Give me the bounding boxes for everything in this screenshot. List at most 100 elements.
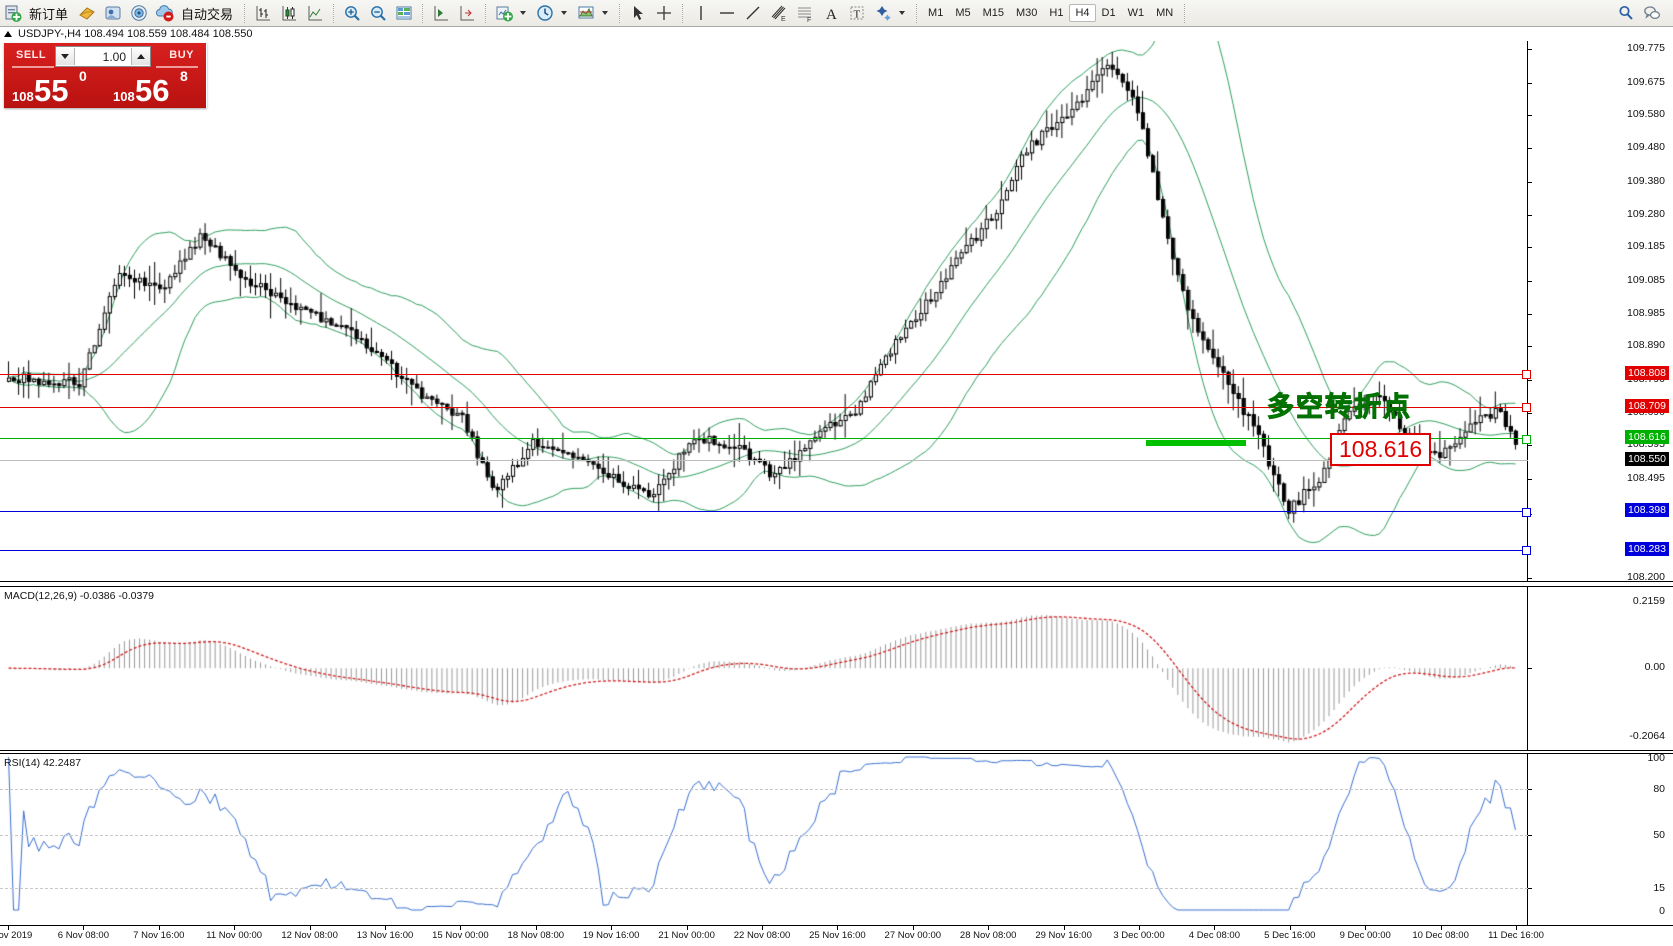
- objects-dropdown-caret[interactable]: [602, 11, 609, 15]
- chat-button[interactable]: [1639, 1, 1665, 25]
- text-label-icon: T: [847, 3, 867, 23]
- new-order-button[interactable]: 新订单: [0, 1, 74, 25]
- zoom-in-button[interactable]: [339, 1, 365, 25]
- vertical-line-button[interactable]: [688, 1, 714, 25]
- timeframe-h1[interactable]: H1: [1049, 7, 1064, 19]
- price-level-line-resistance-upper[interactable]: [0, 373, 1528, 375]
- price-level-line-support-lower[interactable]: [0, 549, 1528, 551]
- price-pane[interactable]: 109.775 109.675 109.580 109.480 109.380 109.2…: [0, 41, 1673, 583]
- time-axis[interactable]: 5 Nov 2019 6 Nov 08:00 7 Nov 16:00 11 Nov 0…: [0, 925, 1673, 946]
- autotrading-button[interactable]: 自动交易: [152, 1, 239, 25]
- search-button[interactable]: [1613, 1, 1639, 25]
- macd-tickmark: [1528, 667, 1532, 669]
- shapes-button[interactable]: [870, 1, 911, 25]
- expert-advisors-button[interactable]: [74, 1, 100, 25]
- zoom-out-button[interactable]: [365, 1, 391, 25]
- price-level-anchor[interactable]: [1522, 546, 1531, 556]
- toolbar-separator: [916, 3, 918, 23]
- timeframe-m5[interactable]: M5: [955, 7, 971, 19]
- volume-decrease-button[interactable]: [56, 48, 75, 65]
- rsi-axis[interactable]: 100 80 50 15 0: [1527, 752, 1673, 927]
- timeframe-m30[interactable]: M30: [1016, 7, 1038, 19]
- svg-text:F: F: [807, 17, 811, 23]
- toolbar-separator: [619, 3, 621, 23]
- time-tick-label: 18 Nov 08:00: [507, 930, 565, 941]
- macd-tick-label: -0.2064: [1629, 730, 1665, 742]
- indicators-dropdown-caret[interactable]: [520, 11, 527, 15]
- price-level-tag-support-upper[interactable]: 108.398: [1625, 503, 1669, 518]
- cursor-button[interactable]: [625, 1, 651, 25]
- candlestick-chart-button[interactable]: [276, 1, 302, 25]
- trendline-button[interactable]: [740, 1, 766, 25]
- time-tickmark: [1214, 926, 1216, 930]
- timeframe-m15[interactable]: M15: [982, 7, 1004, 19]
- buy-price-prefix: 108: [113, 89, 135, 104]
- price-level-tag-resistance-upper[interactable]: 108.808: [1625, 365, 1669, 380]
- fibonacci-icon: F: [795, 3, 815, 24]
- period-dropdown-caret[interactable]: [561, 11, 568, 15]
- period-button[interactable]: [532, 1, 573, 25]
- bar-chart-button[interactable]: [250, 1, 276, 25]
- timeframe-d1[interactable]: D1: [1101, 7, 1116, 19]
- navigator-button[interactable]: [126, 1, 152, 25]
- timeframe-m1[interactable]: M1: [928, 7, 944, 19]
- price-axis[interactable]: 109.775 109.675 109.580 109.480 109.380 109.2…: [1527, 41, 1673, 583]
- equidistant-channel-button[interactable]: E: [766, 1, 792, 25]
- price-tickmark: [1528, 215, 1532, 217]
- shapes-dropdown-caret[interactable]: [899, 11, 906, 15]
- price-tickmark: [1528, 181, 1532, 183]
- price-level-tag-pivot-green[interactable]: 108.616: [1625, 430, 1669, 445]
- chart-container[interactable]: 109.775 109.675 109.580 109.480 109.380 109.2…: [0, 41, 1673, 946]
- template-button[interactable]: [391, 1, 417, 25]
- chart-shift-button[interactable]: [428, 1, 454, 25]
- collapse-triangle-icon[interactable]: [4, 31, 12, 37]
- fibonacci-button[interactable]: F: [792, 1, 818, 25]
- chart-canvas[interactable]: [0, 41, 1673, 946]
- rsi-tick-label: 15: [1653, 882, 1665, 895]
- time-tick-label: 13 Nov 16:00: [356, 930, 414, 941]
- volume-value[interactable]: 1.00: [102, 49, 126, 64]
- price-level-tag-last-price[interactable]: 108.550: [1625, 452, 1669, 467]
- time-tickmark: [535, 926, 537, 930]
- price-tick-label: 109.480: [1627, 141, 1665, 154]
- price-level-line-support-upper[interactable]: [0, 511, 1528, 513]
- data-window-button[interactable]: [100, 1, 126, 25]
- time-tickmark: [158, 926, 160, 930]
- volume-stepper[interactable]: 1.00: [55, 46, 151, 67]
- text-label-button[interactable]: T: [844, 1, 870, 25]
- volume-increase-button[interactable]: [131, 48, 150, 65]
- price-tickmark: [1528, 114, 1532, 116]
- price-tick-label: 109.085: [1627, 273, 1665, 286]
- line-chart-button[interactable]: [302, 1, 328, 25]
- objects-button[interactable]: [573, 1, 614, 25]
- price-level-tag-support-lower[interactable]: 108.283: [1625, 541, 1669, 556]
- time-tick-label: 11 Nov 00:00: [206, 930, 263, 941]
- timeframe-w1[interactable]: W1: [1127, 7, 1145, 19]
- price-level-line-last-price[interactable]: [0, 460, 1528, 462]
- buy-label: BUY: [169, 49, 194, 61]
- price-level-tag-resistance-lower[interactable]: 108.709: [1625, 398, 1669, 413]
- macd-axis[interactable]: 0.2159 0.00 -0.2064: [1527, 587, 1673, 750]
- price-level-anchor[interactable]: [1522, 370, 1531, 380]
- price-level-line-pivot-green[interactable]: [0, 438, 1528, 440]
- price-tick-label: 109.380: [1627, 174, 1665, 187]
- toolbar-separator: [1184, 3, 1186, 23]
- text-button[interactable]: A: [818, 1, 844, 25]
- zoom-in-icon: [342, 3, 362, 23]
- price-level-line-resistance-lower[interactable]: [0, 406, 1528, 408]
- macd-pane[interactable]: 0.2159 0.00 -0.2064 MACD(12,26,9) -0.0386 …: [0, 586, 1673, 751]
- auto-scroll-button[interactable]: [454, 1, 480, 25]
- price-level-anchor[interactable]: [1522, 507, 1531, 517]
- timeframe-mn[interactable]: MN: [1156, 7, 1174, 19]
- sell-price-prefix: 108: [12, 89, 34, 104]
- time-tick-label: 10 Dec 08:00: [1412, 930, 1469, 941]
- price-level-anchor[interactable]: [1522, 403, 1531, 413]
- horizontal-line-button[interactable]: [714, 1, 740, 25]
- indicators-button[interactable]: [491, 1, 532, 25]
- crosshair-button[interactable]: [651, 1, 677, 25]
- price-tick-label: 108.890: [1627, 339, 1665, 352]
- price-level-anchor[interactable]: [1522, 434, 1531, 444]
- buy-price-big: 56: [135, 73, 170, 108]
- timeframe-h4[interactable]: H4: [1069, 4, 1096, 22]
- rsi-pane[interactable]: 100 80 50 15 0 RSI(14) 42.2487: [0, 752, 1673, 928]
